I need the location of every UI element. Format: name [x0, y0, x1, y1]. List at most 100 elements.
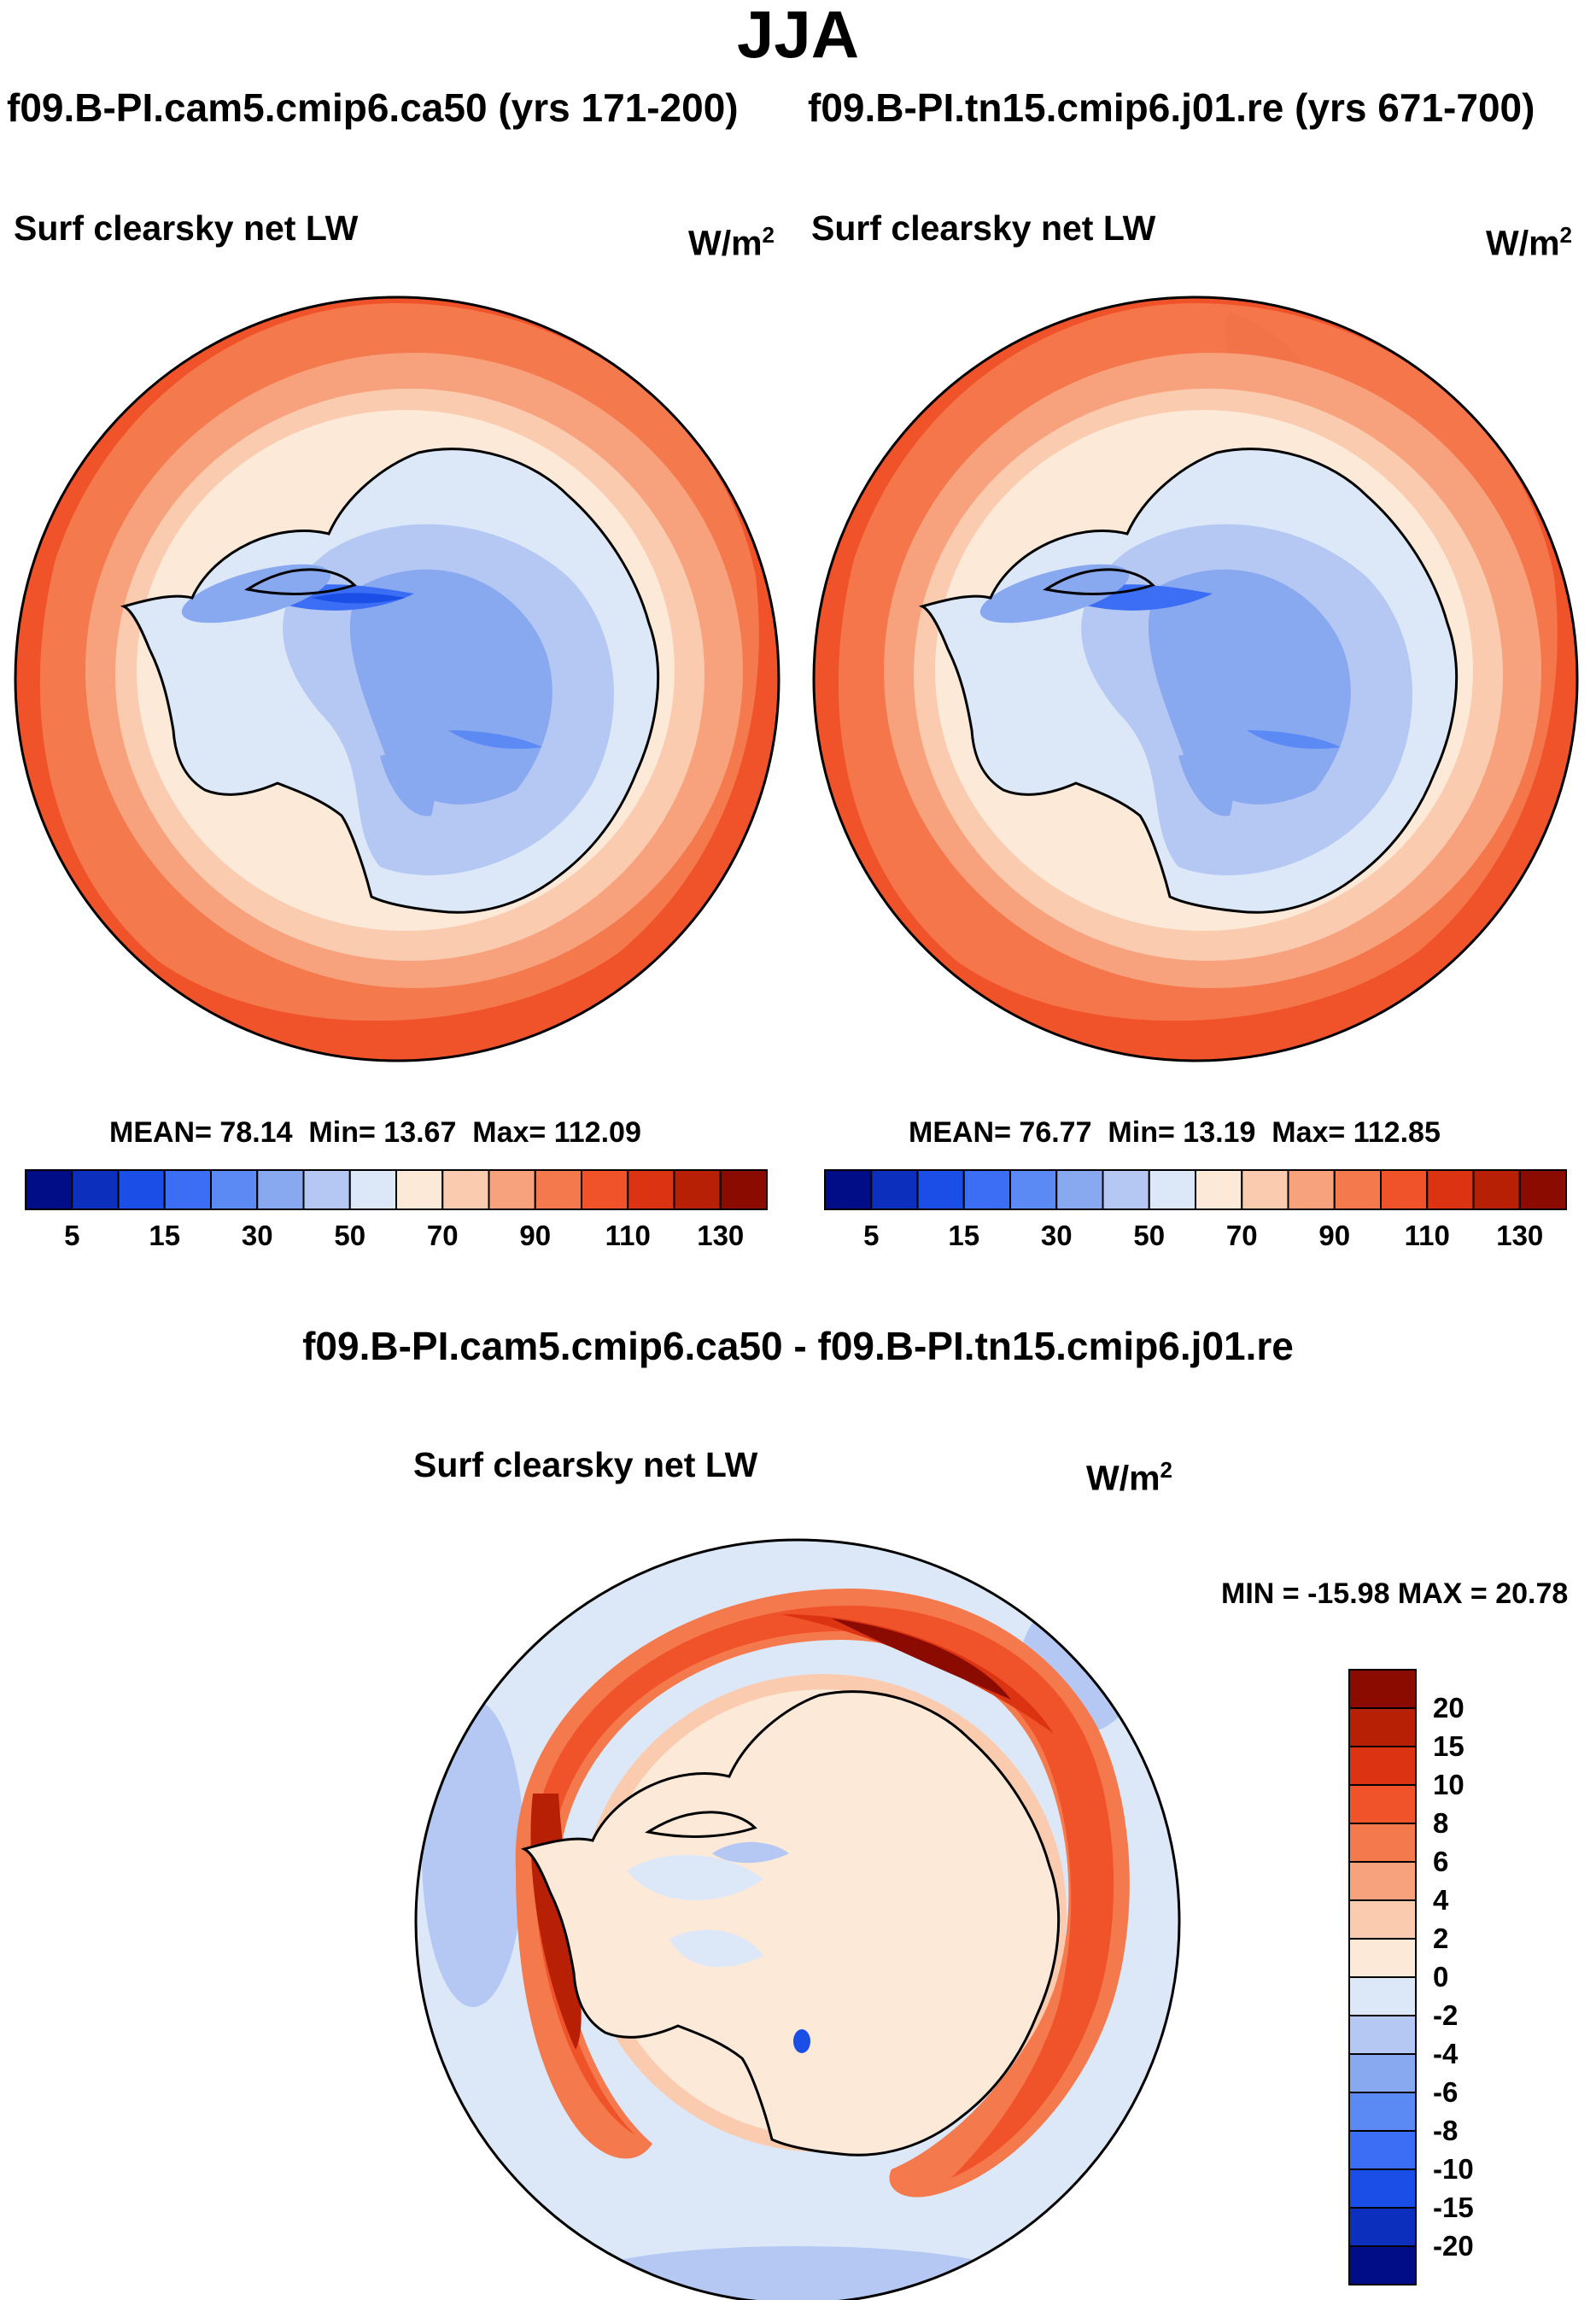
colorbar-tick-label: 0 [1433, 1961, 1449, 1993]
case-title-right: f09.B-PI.tn15.cmip6.j01.re (yrs 671-700) [808, 85, 1535, 130]
variable-label-diff: Surf clearsky net LW [413, 1445, 758, 1484]
colorbar-cell [1348, 2053, 1417, 2093]
colorbar-cell [256, 1169, 305, 1210]
colorbar-cell [1472, 1169, 1521, 1210]
colorbar-cell [1348, 1976, 1417, 2016]
colorbar-tick-label: 130 [697, 1220, 745, 1251]
colorbar-cell [1148, 1169, 1196, 1210]
colorbar-tick-label: 6 [1433, 1846, 1449, 1877]
colorbar-cell [962, 1169, 1011, 1210]
colorbar-tick-label: 4 [1433, 1884, 1449, 1916]
colorbar-cell [1102, 1169, 1150, 1210]
colorbar-tick-label: -8 [1433, 2115, 1459, 2146]
colorbar-cell [1348, 2130, 1417, 2170]
colorbar-cell [1348, 2168, 1417, 2209]
stats-left: MEAN= 78.14 Min= 13.67 Max= 112.09 [109, 1116, 641, 1149]
colorbar-tick-label: 10 [1433, 1769, 1464, 1800]
colorbar-tick-label: 15 [948, 1220, 980, 1251]
colorbar-cell [348, 1169, 397, 1210]
units-label-diff: W/m2 [1086, 1457, 1173, 1498]
colorbar-cell [1348, 1784, 1417, 1824]
colorbar-tick-label: -15 [1433, 2192, 1474, 2223]
colorbar-cell [1009, 1169, 1058, 1210]
colorbar-cell [1348, 1707, 1417, 1747]
colorbar-cell [581, 1169, 629, 1210]
colorbar-tick-label: -20 [1433, 2230, 1474, 2262]
map-left-border [14, 296, 780, 1062]
colorbar-cell [25, 1169, 73, 1210]
colorbar-diff [1348, 1669, 1417, 2285]
colorbar-right [824, 1169, 1567, 1210]
map-right [814, 297, 1577, 1061]
case-title-left: f09.B-PI.cam5.cmip6.ca50 (yrs 171-200) [7, 85, 739, 130]
stats-right: MEAN= 76.77 Min= 13.19 Max= 112.85 [909, 1116, 1441, 1149]
colorbar-tick-label: -2 [1433, 1999, 1459, 2031]
colorbar-tick-label: 90 [1318, 1220, 1351, 1251]
colorbar-tick-label: 15 [1433, 1730, 1464, 1762]
colorbar-cell [163, 1169, 212, 1210]
colorbar-cell [488, 1169, 536, 1210]
colorbar-tick-label: 2 [1433, 1923, 1449, 1954]
colorbar-left [25, 1169, 768, 1210]
colorbar-tick-label: 20 [1433, 1692, 1464, 1724]
colorbar-cell [395, 1169, 444, 1210]
colorbar-cell [916, 1169, 965, 1210]
variable-label-right: Surf clearsky net LW [811, 208, 1156, 248]
colorbar-cell [1348, 1938, 1417, 1978]
colorbar-tick-label: -6 [1433, 2076, 1459, 2108]
diff-case-title: f09.B-PI.cam5.cmip6.ca50 - f09.B-PI.tn15… [302, 1324, 1294, 1368]
colorbar-cell [1380, 1169, 1429, 1210]
colorbar-cell [824, 1169, 873, 1210]
variable-label-left: Surf clearsky net LW [14, 208, 359, 248]
colorbar-cell [1348, 1899, 1417, 1940]
colorbar-tick-label: 8 [1433, 1807, 1449, 1839]
colorbar-tick-label: 50 [1133, 1220, 1166, 1251]
colorbar-cell [210, 1169, 259, 1210]
colorbar-cell [1055, 1169, 1104, 1210]
colorbar-cell [673, 1169, 722, 1210]
colorbar-cell [1348, 2015, 1417, 2055]
colorbar-tick-label: 5 [64, 1220, 80, 1251]
colorbar-tick-label: 70 [426, 1220, 459, 1251]
colorbar-cell [1518, 1169, 1567, 1210]
units-label-left: W/m2 [688, 222, 775, 263]
diff-minmax: MIN = -15.98 MAX = 20.78 [1221, 1577, 1569, 1610]
colorbar-cell [1348, 2092, 1417, 2132]
colorbar-cell [1348, 1861, 1417, 1901]
colorbar-cell [1287, 1169, 1336, 1210]
colorbar-tick-label: 15 [149, 1220, 181, 1251]
colorbar-cell [1348, 1823, 1417, 1863]
colorbar-tick-label: 30 [1040, 1220, 1073, 1251]
colorbar-tick-label: 50 [334, 1220, 366, 1251]
colorbar-tick-label: -10 [1433, 2153, 1474, 2185]
colorbar-tick-label: 5 [863, 1220, 880, 1251]
colorbar-cell [1195, 1169, 1243, 1210]
units-label-right: W/m2 [1486, 222, 1573, 263]
colorbar-cell [534, 1169, 582, 1210]
colorbar-cell [302, 1169, 351, 1210]
colorbar-cell [1333, 1169, 1382, 1210]
colorbar-tick-label: 70 [1225, 1220, 1258, 1251]
map-diff [416, 1540, 1179, 2300]
colorbar-cell [117, 1169, 166, 1210]
colorbar-cell [1426, 1169, 1475, 1210]
colorbar-cell [441, 1169, 490, 1210]
colorbar-tick-label: 110 [1404, 1220, 1450, 1251]
colorbar-cell [71, 1169, 120, 1210]
colorbar-tick-label: 130 [1496, 1220, 1544, 1251]
colorbar-tick-label: 30 [241, 1220, 273, 1251]
map-left [15, 297, 779, 1061]
colorbar-cell [1348, 2207, 1417, 2247]
colorbar-cell [1348, 1746, 1417, 1786]
main-title: JJA [736, 0, 860, 72]
map-diff-border [414, 1538, 1181, 2300]
colorbar-cell [1348, 1669, 1417, 1709]
colorbar-cell [1348, 2245, 1417, 2285]
colorbar-tick-label: 90 [519, 1220, 552, 1251]
colorbar-cell [870, 1169, 919, 1210]
colorbar-tick-label: -4 [1433, 2038, 1459, 2069]
colorbar-tick-label: 110 [605, 1220, 651, 1251]
colorbar-cell [1241, 1169, 1289, 1210]
map-right-border [812, 296, 1579, 1062]
